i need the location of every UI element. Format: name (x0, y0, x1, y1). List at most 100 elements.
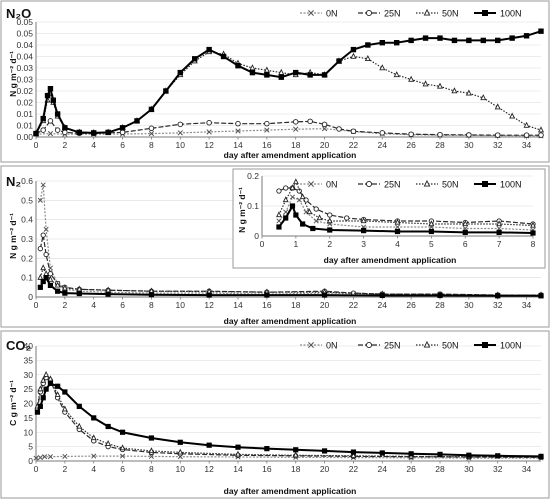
n2o-plot: 0.000.010.010.020.020.030.030.040.040.05… (16, 17, 545, 150)
n2-series-0N-point (37, 197, 43, 203)
co2-xtick-label: 32 (493, 464, 503, 474)
co2-xlabel: day after amendment application (224, 486, 357, 496)
n2-inset-series-100N-point (496, 229, 502, 235)
n2-inset-legend-marker-50N (423, 179, 431, 187)
n2o-series-50N-point (451, 87, 458, 94)
n2-ytick-label: 0.5 (21, 195, 33, 205)
n2-inset-series-50N-point (299, 193, 306, 200)
co2-legend-marker-0N (308, 342, 314, 348)
n2o-xtick-label: 26 (406, 140, 416, 150)
co2-series-100N-point (119, 429, 126, 435)
n2-series-50N-point (61, 284, 68, 291)
n2o-series-25N-point (350, 128, 357, 134)
n2-inset-series-50N-point (289, 184, 296, 191)
n2o-series-100N-point (408, 37, 414, 44)
n2o-series-100N-point (192, 56, 198, 62)
n2o-series-100N-point (523, 33, 530, 39)
n2o-series-100N-point (293, 69, 299, 76)
n2o-series-100N-point (336, 58, 342, 64)
n2o-series-0N-line (35, 128, 541, 137)
n2-inset-legend-label-25N: 25N (384, 180, 401, 190)
n2o-ytick-label: 0.03 (16, 75, 33, 85)
n2-inset-xtick-label: 4 (395, 239, 400, 249)
n2-series-25N-point (43, 251, 49, 258)
n2o-series-100N-point (54, 111, 61, 117)
n2-inset-series-50N-point (292, 178, 299, 185)
co2-ytick-label: 35 (24, 355, 34, 365)
n2o-series-25N-point (235, 120, 241, 127)
n2o-series-100N-point (394, 40, 400, 46)
n2-ytick-label: 0.2 (21, 253, 33, 263)
n2o-series-25N-point (408, 131, 414, 137)
n2-xtick-label: 0 (34, 300, 39, 310)
n2o-xtick-label: 28 (435, 140, 445, 150)
n2-inset-series-100N-point (283, 215, 289, 221)
n2o-series-25N-point (62, 129, 68, 136)
n2o-xtick-label: 20 (320, 140, 330, 150)
n2-series-100N-point (105, 291, 111, 297)
n2-series-50N-point (40, 264, 47, 271)
n2-series-50N-point (37, 273, 44, 280)
n2o-series-100N-point (379, 40, 385, 46)
n2o-series-0N-point (264, 127, 270, 133)
co2-series-50N-point (54, 391, 61, 398)
n2o-series-25N-point (307, 118, 313, 125)
n2o-xtick-label: 22 (349, 140, 359, 150)
n2-ytick-label: 0 (28, 292, 33, 302)
co2-ytick-label: 40 (24, 341, 34, 351)
n2-inset-series-100N-point (530, 230, 536, 236)
n2o-series-100N-point (33, 130, 39, 137)
n2-inset-series-100N-point (327, 227, 333, 233)
co2-panel (0, 330, 550, 499)
n2o-series-100N-point (466, 37, 472, 44)
n2-inset-xtick-label: 6 (463, 239, 468, 249)
co2-series-50N-point (43, 371, 50, 377)
co2-series-100N-point (76, 403, 82, 409)
n2o-xtick-label: 0 (34, 140, 39, 150)
co2-series-100N-point (321, 448, 328, 454)
co2-legend-label-0N: 0N (326, 341, 338, 351)
n2o-series-50N-point (364, 54, 371, 62)
n2-inset-series-100N-point (462, 229, 468, 235)
n2o-legend-marker-0N (308, 10, 314, 16)
n2-series-0N-point (40, 182, 46, 188)
n2-inset-legend: 0N 25N 50N 100N (300, 180, 522, 190)
n2o-series-100N-point (321, 72, 328, 78)
co2-legend-marker-50N (423, 340, 431, 348)
n2-series-100N-point (40, 278, 46, 285)
n2o-series-100N-point (278, 74, 284, 80)
n2-inset-series-100N-point (361, 227, 367, 234)
n2-inset-series-100N-point (293, 212, 299, 218)
n2o-legend-label-25N: 25N (384, 9, 401, 19)
n2-ytick-label: 0.1 (21, 273, 33, 283)
n2o-series-100N-point (422, 35, 429, 41)
n2-series-100N-point (47, 282, 54, 289)
n2o-series-100N-point (307, 72, 313, 78)
n2-inset-series-50N-point (394, 218, 401, 225)
n2o-series-50N-point (278, 68, 285, 75)
n2-inset-series-50N-point (282, 196, 289, 203)
n2o-series-50N-point (350, 52, 357, 59)
co2-series-100N-point (43, 386, 49, 392)
n2o-series-100N-point (480, 37, 486, 44)
n2-xtick-label: 4 (91, 300, 96, 310)
n2o-ytick-label: 0.05 (16, 29, 33, 39)
n2o-series-50N-point (249, 64, 256, 71)
n2-inset-legend-marker-25N (365, 180, 373, 188)
n2-inset-xtick-label: 1 (294, 239, 299, 249)
n2-ytick-label: 0.3 (21, 234, 33, 244)
n2-inset-series-100N-point (394, 228, 401, 235)
n2-series-100N-point (62, 290, 68, 296)
n2o-series-50N-point (436, 82, 444, 89)
co2-xtick-label: 28 (435, 464, 445, 474)
n2-xtick-label: 6 (120, 300, 125, 310)
n2-series-100N-point (321, 292, 328, 298)
co2-series-100N-point (379, 450, 385, 456)
n2-xtick-label: 14 (233, 300, 243, 310)
co2-series-100N-point (55, 383, 61, 389)
co2-series-100N-point (40, 395, 46, 401)
co2-series-50N-point (235, 450, 241, 457)
n2-inset-ytick-label: 0.2 (247, 171, 259, 181)
n2-xtick-label: 2 (62, 300, 67, 310)
n2o-series-100N-point (40, 115, 46, 122)
